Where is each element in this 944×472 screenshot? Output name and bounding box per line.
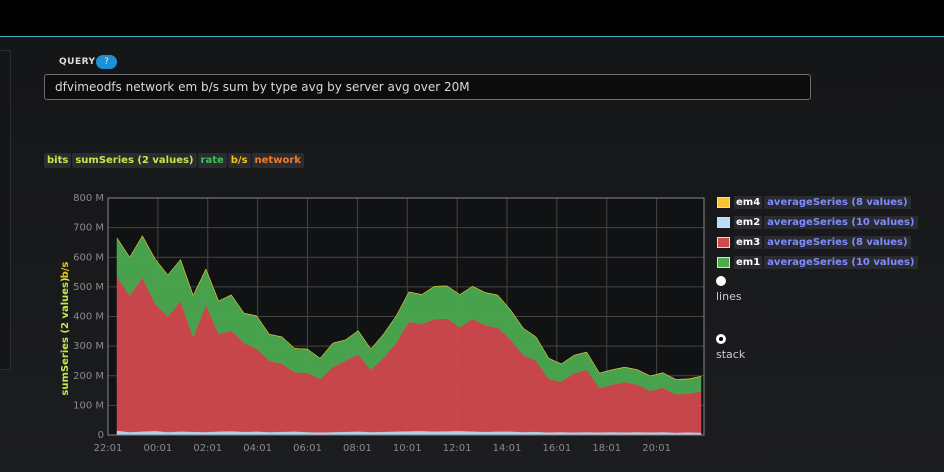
stack-label: stack xyxy=(716,348,746,361)
query-tags: bits sumSeries (2 values) rate b/s netwo… xyxy=(44,153,304,168)
y-tick-label: 800 M xyxy=(73,193,104,204)
y-axis-label: sumSeries (2 values) xyxy=(60,277,71,395)
legend-item-em2[interactable]: em2 averageSeries (10 values) xyxy=(717,212,918,232)
legend-swatch xyxy=(717,256,730,268)
y-tick-label: 600 M xyxy=(73,252,104,263)
legend-item-em4[interactable]: em4 averageSeries (8 values) xyxy=(717,192,918,212)
x-tick-label: 22:01 xyxy=(94,443,123,454)
x-tick-label: 00:01 xyxy=(143,443,172,454)
tag-network[interactable]: network xyxy=(251,153,304,168)
tag-sumseries[interactable]: sumSeries (2 values) xyxy=(72,153,197,168)
y-tick-label: 0 xyxy=(98,430,104,441)
legend-swatch xyxy=(717,196,730,208)
y-tick-label: 400 M xyxy=(73,312,104,323)
legend-series-function[interactable]: averageSeries (8 values) xyxy=(764,195,911,209)
query-help-icon[interactable]: ? xyxy=(96,55,117,69)
x-tick-label: 02:01 xyxy=(193,443,222,454)
x-tick-label: 14:01 xyxy=(493,443,522,454)
y-tick-label: 700 M xyxy=(73,223,104,234)
top-bar xyxy=(0,0,944,37)
left-side-panel xyxy=(0,50,11,370)
x-tick-label: 06:01 xyxy=(293,443,322,454)
x-tick-label: 16:01 xyxy=(542,443,571,454)
mode-stack-option[interactable]: stack xyxy=(716,334,745,361)
y-tick-label: 300 M xyxy=(73,341,104,352)
x-tick-label: 08:01 xyxy=(343,443,372,454)
tag-bits[interactable]: bits xyxy=(44,153,72,168)
x-tick-label: 10:01 xyxy=(393,443,422,454)
legend-series-name: em2 xyxy=(734,215,763,229)
query-label: QUERY xyxy=(59,57,96,67)
y-tick-label: 100 M xyxy=(73,400,104,411)
legend-series-function[interactable]: averageSeries (10 values) xyxy=(764,215,918,229)
legend-series-function[interactable]: averageSeries (10 values) xyxy=(764,255,918,269)
mode-lines-option[interactable]: lines xyxy=(716,276,742,303)
lines-label: lines xyxy=(716,290,742,303)
lines-radio[interactable] xyxy=(716,276,726,286)
x-tick-label: 04:01 xyxy=(243,443,272,454)
y-tick-label: 500 M xyxy=(73,282,104,293)
legend-series-name: em3 xyxy=(734,235,763,249)
stacked-area-chart: 0 100 M 200 M 300 M 400 M 500 M 600 M 700 M 800 … xyxy=(60,193,705,454)
legend-swatch xyxy=(717,216,730,228)
y-tick-label: 200 M xyxy=(73,371,104,382)
legend-swatch xyxy=(717,236,730,248)
stack-radio[interactable] xyxy=(716,334,726,344)
legend-series-function[interactable]: averageSeries (8 values) xyxy=(764,235,911,249)
query-input[interactable] xyxy=(44,74,811,100)
y-axis-unit-label: b/s xyxy=(60,262,71,279)
x-tick-label: 18:01 xyxy=(592,443,621,454)
plot-border xyxy=(107,197,705,436)
legend-series-name: em4 xyxy=(734,195,763,209)
tag-rate[interactable]: rate xyxy=(197,153,227,168)
legend: em4 averageSeries (8 values) em2 average… xyxy=(717,192,918,272)
legend-item-em1[interactable]: em1 averageSeries (10 values) xyxy=(717,252,918,272)
legend-item-em3[interactable]: em3 averageSeries (8 values) xyxy=(717,232,918,252)
legend-series-name: em1 xyxy=(734,255,763,269)
x-tick-label: 20:01 xyxy=(642,443,671,454)
x-tick-label: 12:01 xyxy=(443,443,472,454)
tag-unit[interactable]: b/s xyxy=(227,153,251,168)
